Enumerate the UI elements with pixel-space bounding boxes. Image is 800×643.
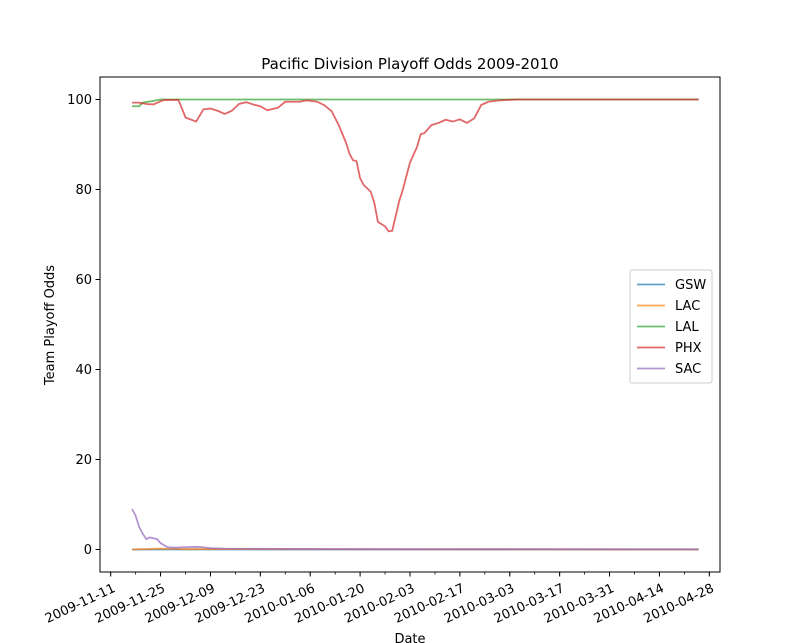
y-tick-label: 40 bbox=[75, 363, 92, 378]
y-tick-label: 80 bbox=[75, 183, 92, 198]
y-tick-label: 60 bbox=[75, 273, 92, 288]
legend-label-gsw: GSW bbox=[675, 278, 706, 293]
plot-lines bbox=[131, 98, 699, 551]
legend-label-phx: PHX bbox=[675, 341, 702, 356]
series-line-sac bbox=[131, 508, 699, 551]
legend: GSW LAC LAL PHX SAC bbox=[629, 269, 713, 384]
series-line-phx bbox=[132, 98, 699, 233]
y-tick-label: 100 bbox=[67, 93, 92, 108]
y-axis-label: Team Playoff Odds bbox=[43, 265, 58, 386]
x-axis-label: Date bbox=[394, 632, 425, 643]
chart-title: Pacific Division Playoff Odds 2009-2010 bbox=[261, 55, 558, 73]
y-tick-label: 20 bbox=[75, 453, 92, 468]
legend-label-sac: SAC bbox=[675, 362, 701, 377]
legend-box bbox=[629, 269, 713, 384]
y-axis: 0 20 40 60 80 100 bbox=[67, 93, 100, 558]
legend-label-lal: LAL bbox=[675, 320, 699, 335]
legend-label-lac: LAC bbox=[675, 299, 700, 314]
series-line-lal bbox=[132, 98, 699, 108]
y-tick-label: 0 bbox=[84, 543, 92, 558]
